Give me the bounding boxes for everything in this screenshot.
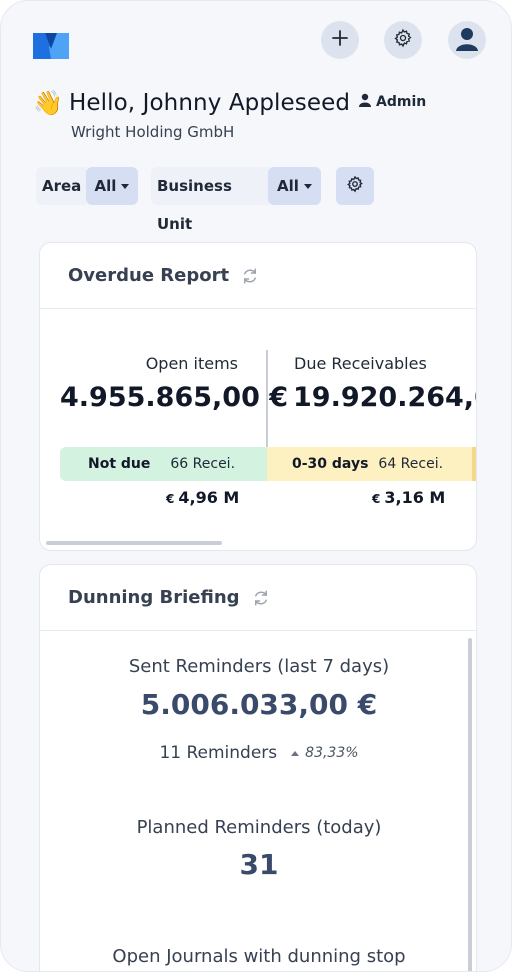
overdue-report-card: Overdue Report Open items 4.955.865,00 €… (39, 242, 477, 551)
planned-reminders-value: 31 (239, 848, 279, 881)
open-items-label: Open items (145, 354, 238, 373)
business-unit-filter-select[interactable]: All (268, 167, 321, 205)
add-button[interactable] (321, 21, 359, 59)
business-unit-filter-label: Business Unit (151, 167, 269, 233)
bucket-not-due[interactable]: Not due 66 Recei. (60, 447, 267, 481)
open-journals-label: Open Journals with dunning stop (112, 946, 406, 967)
dunning-briefing-title: Dunning Briefing (68, 587, 240, 608)
wave-emoji: 👋 (33, 89, 63, 117)
horizontal-scrollbar[interactable] (46, 541, 222, 545)
sent-reminders-value: 5.006.033,00 € (140, 688, 378, 721)
area-filter-value: All (94, 177, 117, 195)
business-unit-filter-value: All (277, 177, 299, 195)
settings-button[interactable] (384, 21, 422, 59)
app-logo[interactable] (31, 27, 71, 63)
trend-up-icon (291, 750, 300, 756)
gear-icon (346, 175, 364, 197)
plus-icon (331, 29, 349, 51)
caret-down-icon (121, 184, 130, 189)
caret-down-icon (303, 184, 312, 189)
open-items-value: 4.955.865,00 € (60, 382, 289, 413)
role-badge: Admin (359, 93, 426, 111)
overdue-report-title: Overdue Report (68, 265, 230, 286)
planned-reminders-label: Planned Reminders (today) (136, 817, 382, 838)
sent-reminders-label: Sent Reminders (last 7 days) (128, 656, 390, 677)
overdue-report-header: Overdue Report (40, 243, 476, 309)
currency-symbol: € (166, 492, 175, 506)
sent-reminders-summary: 11 Reminders 83,33% (40, 743, 476, 763)
bucket-amount-value: 4,96 M (178, 488, 240, 507)
currency-symbol: € (372, 492, 381, 506)
bucket-edge (472, 447, 476, 481)
dunning-briefing-card: Dunning Briefing Sent Reminders (last 7 … (39, 564, 477, 971)
bucket-amount: €4,96 M (166, 488, 239, 507)
top-bar (1, 1, 511, 81)
reminder-count: 11 Reminders (159, 743, 278, 763)
bucket-0-30-days[interactable]: 0-30 days 64 Recei. (267, 447, 476, 481)
filter-settings-button[interactable] (336, 167, 374, 205)
due-receivables-value: 19.920.264,00 (293, 382, 476, 413)
gear-icon (393, 28, 413, 52)
bucket-count: 64 Recei. (378, 456, 444, 472)
trend-percentage: 83,33% (305, 745, 359, 761)
bucket-count: 66 Recei. (170, 456, 236, 472)
user-icon (453, 24, 481, 56)
greeting: 👋 Hello, Johnny Appleseed (33, 87, 350, 119)
refresh-icon[interactable] (252, 589, 270, 607)
dunning-briefing-body: Sent Reminders (last 7 days) 5.006.033,0… (40, 632, 476, 971)
area-filter-label: Area (36, 167, 86, 205)
person-icon (359, 93, 371, 111)
column-divider (266, 350, 268, 450)
company-name: Wright Holding GmbH (71, 123, 235, 141)
bucket-name: Not due (88, 456, 151, 472)
user-avatar-button[interactable] (448, 21, 486, 59)
refresh-icon[interactable] (241, 267, 259, 285)
area-filter-select[interactable]: All (86, 167, 138, 205)
due-receivables-label: Due Receivables (294, 354, 427, 373)
greeting-text: Hello, Johnny Appleseed (69, 90, 351, 116)
bucket-name: 0-30 days (292, 456, 369, 472)
bucket-amount-value: 3,16 M (384, 488, 446, 507)
dunning-briefing-header: Dunning Briefing (40, 565, 476, 631)
role-label: Admin (376, 94, 427, 110)
vertical-scrollbar[interactable] (468, 638, 472, 971)
bucket-amount: €3,16 M (372, 488, 445, 507)
overdue-report-body[interactable]: Open items 4.955.865,00 € Due Receivable… (40, 310, 476, 550)
